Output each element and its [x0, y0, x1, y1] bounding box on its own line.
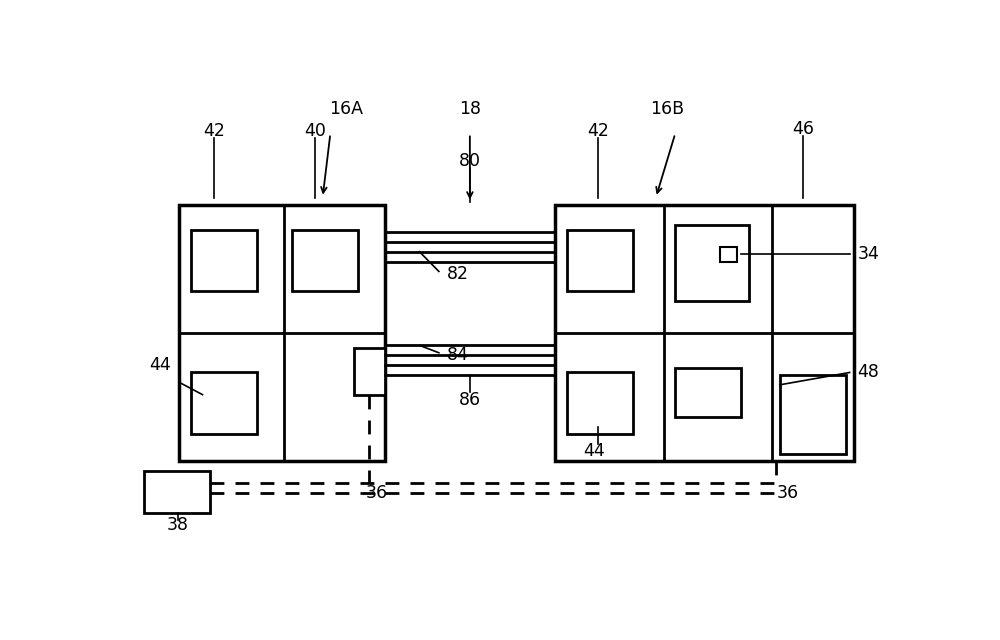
- Bar: [720, 247, 737, 262]
- Bar: [675, 367, 741, 417]
- Text: 40: 40: [304, 122, 326, 140]
- Text: 36: 36: [777, 484, 799, 502]
- Text: 84: 84: [447, 346, 468, 364]
- Text: 82: 82: [447, 265, 469, 283]
- Text: 46: 46: [792, 120, 814, 138]
- Bar: [179, 205, 385, 461]
- Bar: [191, 372, 257, 434]
- Bar: [780, 375, 846, 454]
- Text: 80: 80: [459, 152, 481, 170]
- Text: 18: 18: [459, 100, 481, 118]
- Bar: [144, 471, 210, 513]
- Text: 44: 44: [583, 442, 605, 460]
- Text: 42: 42: [203, 122, 225, 140]
- Text: 42: 42: [587, 122, 609, 140]
- Text: 48: 48: [857, 364, 879, 381]
- Bar: [567, 372, 633, 434]
- Text: 16A: 16A: [329, 100, 363, 118]
- Bar: [555, 205, 854, 461]
- Bar: [675, 225, 749, 301]
- Text: 44: 44: [149, 356, 171, 374]
- Text: 36: 36: [366, 484, 388, 502]
- Text: 86: 86: [459, 390, 481, 408]
- Bar: [354, 348, 385, 395]
- Text: 34: 34: [857, 245, 879, 263]
- Text: 16B: 16B: [650, 100, 685, 118]
- Bar: [191, 230, 257, 291]
- Bar: [567, 230, 633, 291]
- Bar: [292, 230, 358, 291]
- Text: 38: 38: [167, 516, 189, 534]
